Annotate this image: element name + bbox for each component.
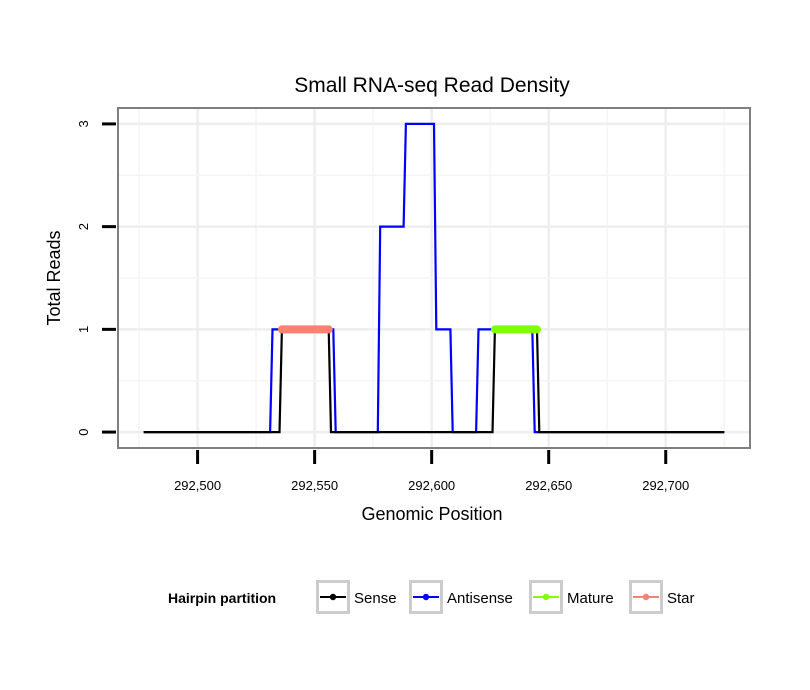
plot-panel: [117, 107, 751, 449]
legend-key-point: [329, 593, 337, 601]
series-sense-line: [143, 328, 725, 434]
x-tick-label: 292,500: [174, 478, 221, 493]
y-tick-label: 2: [76, 223, 91, 230]
x-tick-label: 292,650: [525, 478, 572, 493]
x-tick-label: 292,600: [408, 478, 455, 493]
x-tick-label: 292,550: [291, 478, 338, 493]
legend-item-sense: Sense: [316, 580, 397, 614]
y-tick-label: 3: [76, 120, 91, 127]
x-axis: 292,500 292,550 292,600 292,650 292,700: [174, 450, 689, 493]
series-layer: [143, 122, 725, 434]
legend-key-point: [422, 593, 430, 601]
legend-item-antisense: Antisense: [409, 580, 513, 614]
y-tick-label: 0: [76, 428, 91, 435]
legend-label: Star: [667, 590, 695, 607]
legend-key-point: [642, 593, 650, 601]
y-axis-title: Total Reads: [44, 230, 64, 325]
plot-border: [117, 107, 751, 449]
legend-items: Sense Antisense Mature Star: [316, 580, 695, 614]
legend-label: Mature: [567, 590, 614, 607]
legend-item-mature: Mature: [529, 580, 614, 614]
y-axis: 0 1 2 3: [76, 120, 116, 436]
chart-title: Small RNA-seq Read Density: [294, 74, 570, 97]
legend-key-point: [542, 593, 550, 601]
legend-label: Antisense: [447, 590, 513, 607]
legend-item-star: Star: [629, 580, 695, 614]
legend: Hairpin partition Sense Antisense Mature St…: [168, 580, 695, 614]
x-axis-title: Genomic Position: [361, 504, 502, 524]
legend-title: Hairpin partition: [168, 590, 276, 606]
x-tick-label: 292,700: [642, 478, 689, 493]
legend-label: Sense: [354, 590, 397, 607]
y-tick-label: 1: [76, 326, 91, 333]
